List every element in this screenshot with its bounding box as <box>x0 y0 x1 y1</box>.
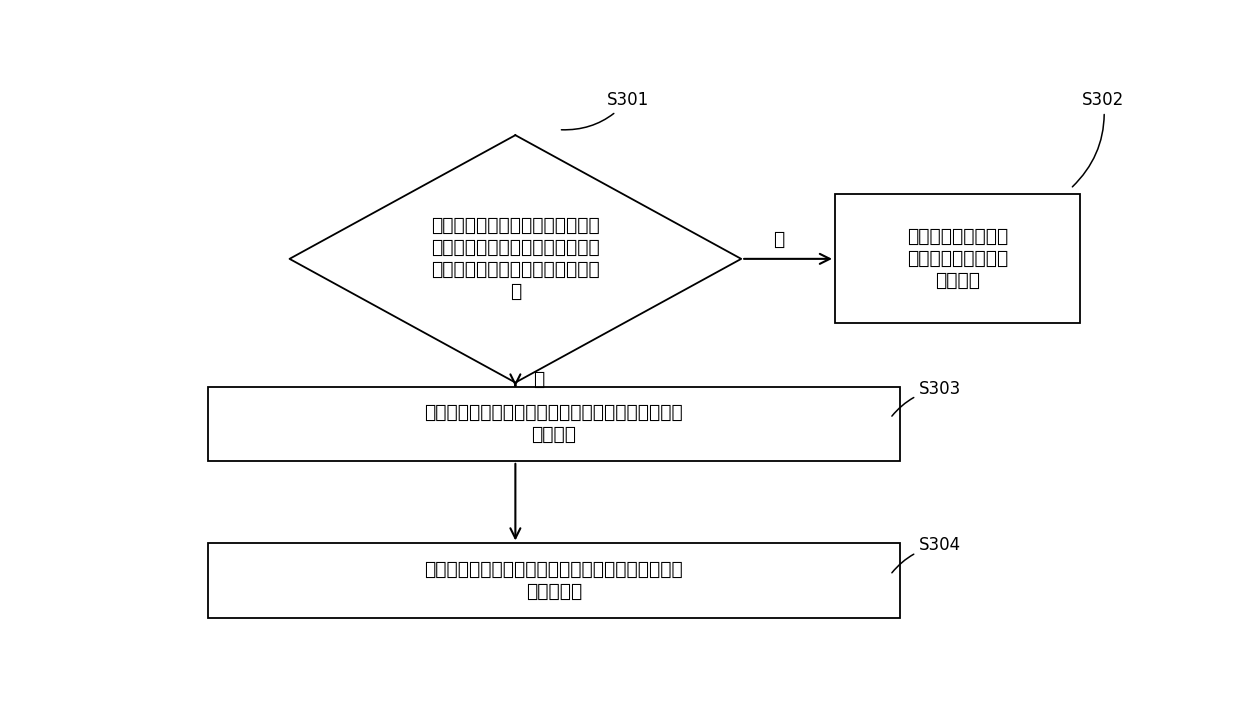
Text: S304: S304 <box>892 536 961 573</box>
Text: 是: 是 <box>773 230 784 249</box>
Text: 判断病历文本信息中，是否包括与
潜在疾病相关联的症状表述信息，
或与潜在疾病相关联的体征表现信
息: 判断病历文本信息中，是否包括与 潜在疾病相关联的症状表述信息， 或与潜在疾病相关… <box>432 216 600 301</box>
Text: S301: S301 <box>562 91 649 130</box>
Bar <box>835 194 1080 323</box>
Bar <box>208 387 900 461</box>
Bar <box>208 543 900 618</box>
Text: 否: 否 <box>533 370 544 388</box>
Text: S302: S302 <box>1073 91 1125 187</box>
Text: 病历文本信息中，提取与预设风险因子信息相匹配的
描述信息: 病历文本信息中，提取与预设风险因子信息相匹配的 描述信息 <box>424 403 683 444</box>
Text: 确定用户的疾病诱发
所述潜在疾病的风险
级别为高: 确定用户的疾病诱发 所述潜在疾病的风险 级别为高 <box>906 227 1008 291</box>
Text: 依据描述信息确定用户的疾病诱发潜在疾病的风险级
别为中或低: 依据描述信息确定用户的疾病诱发潜在疾病的风险级 别为中或低 <box>424 560 683 601</box>
Text: S303: S303 <box>892 380 961 416</box>
